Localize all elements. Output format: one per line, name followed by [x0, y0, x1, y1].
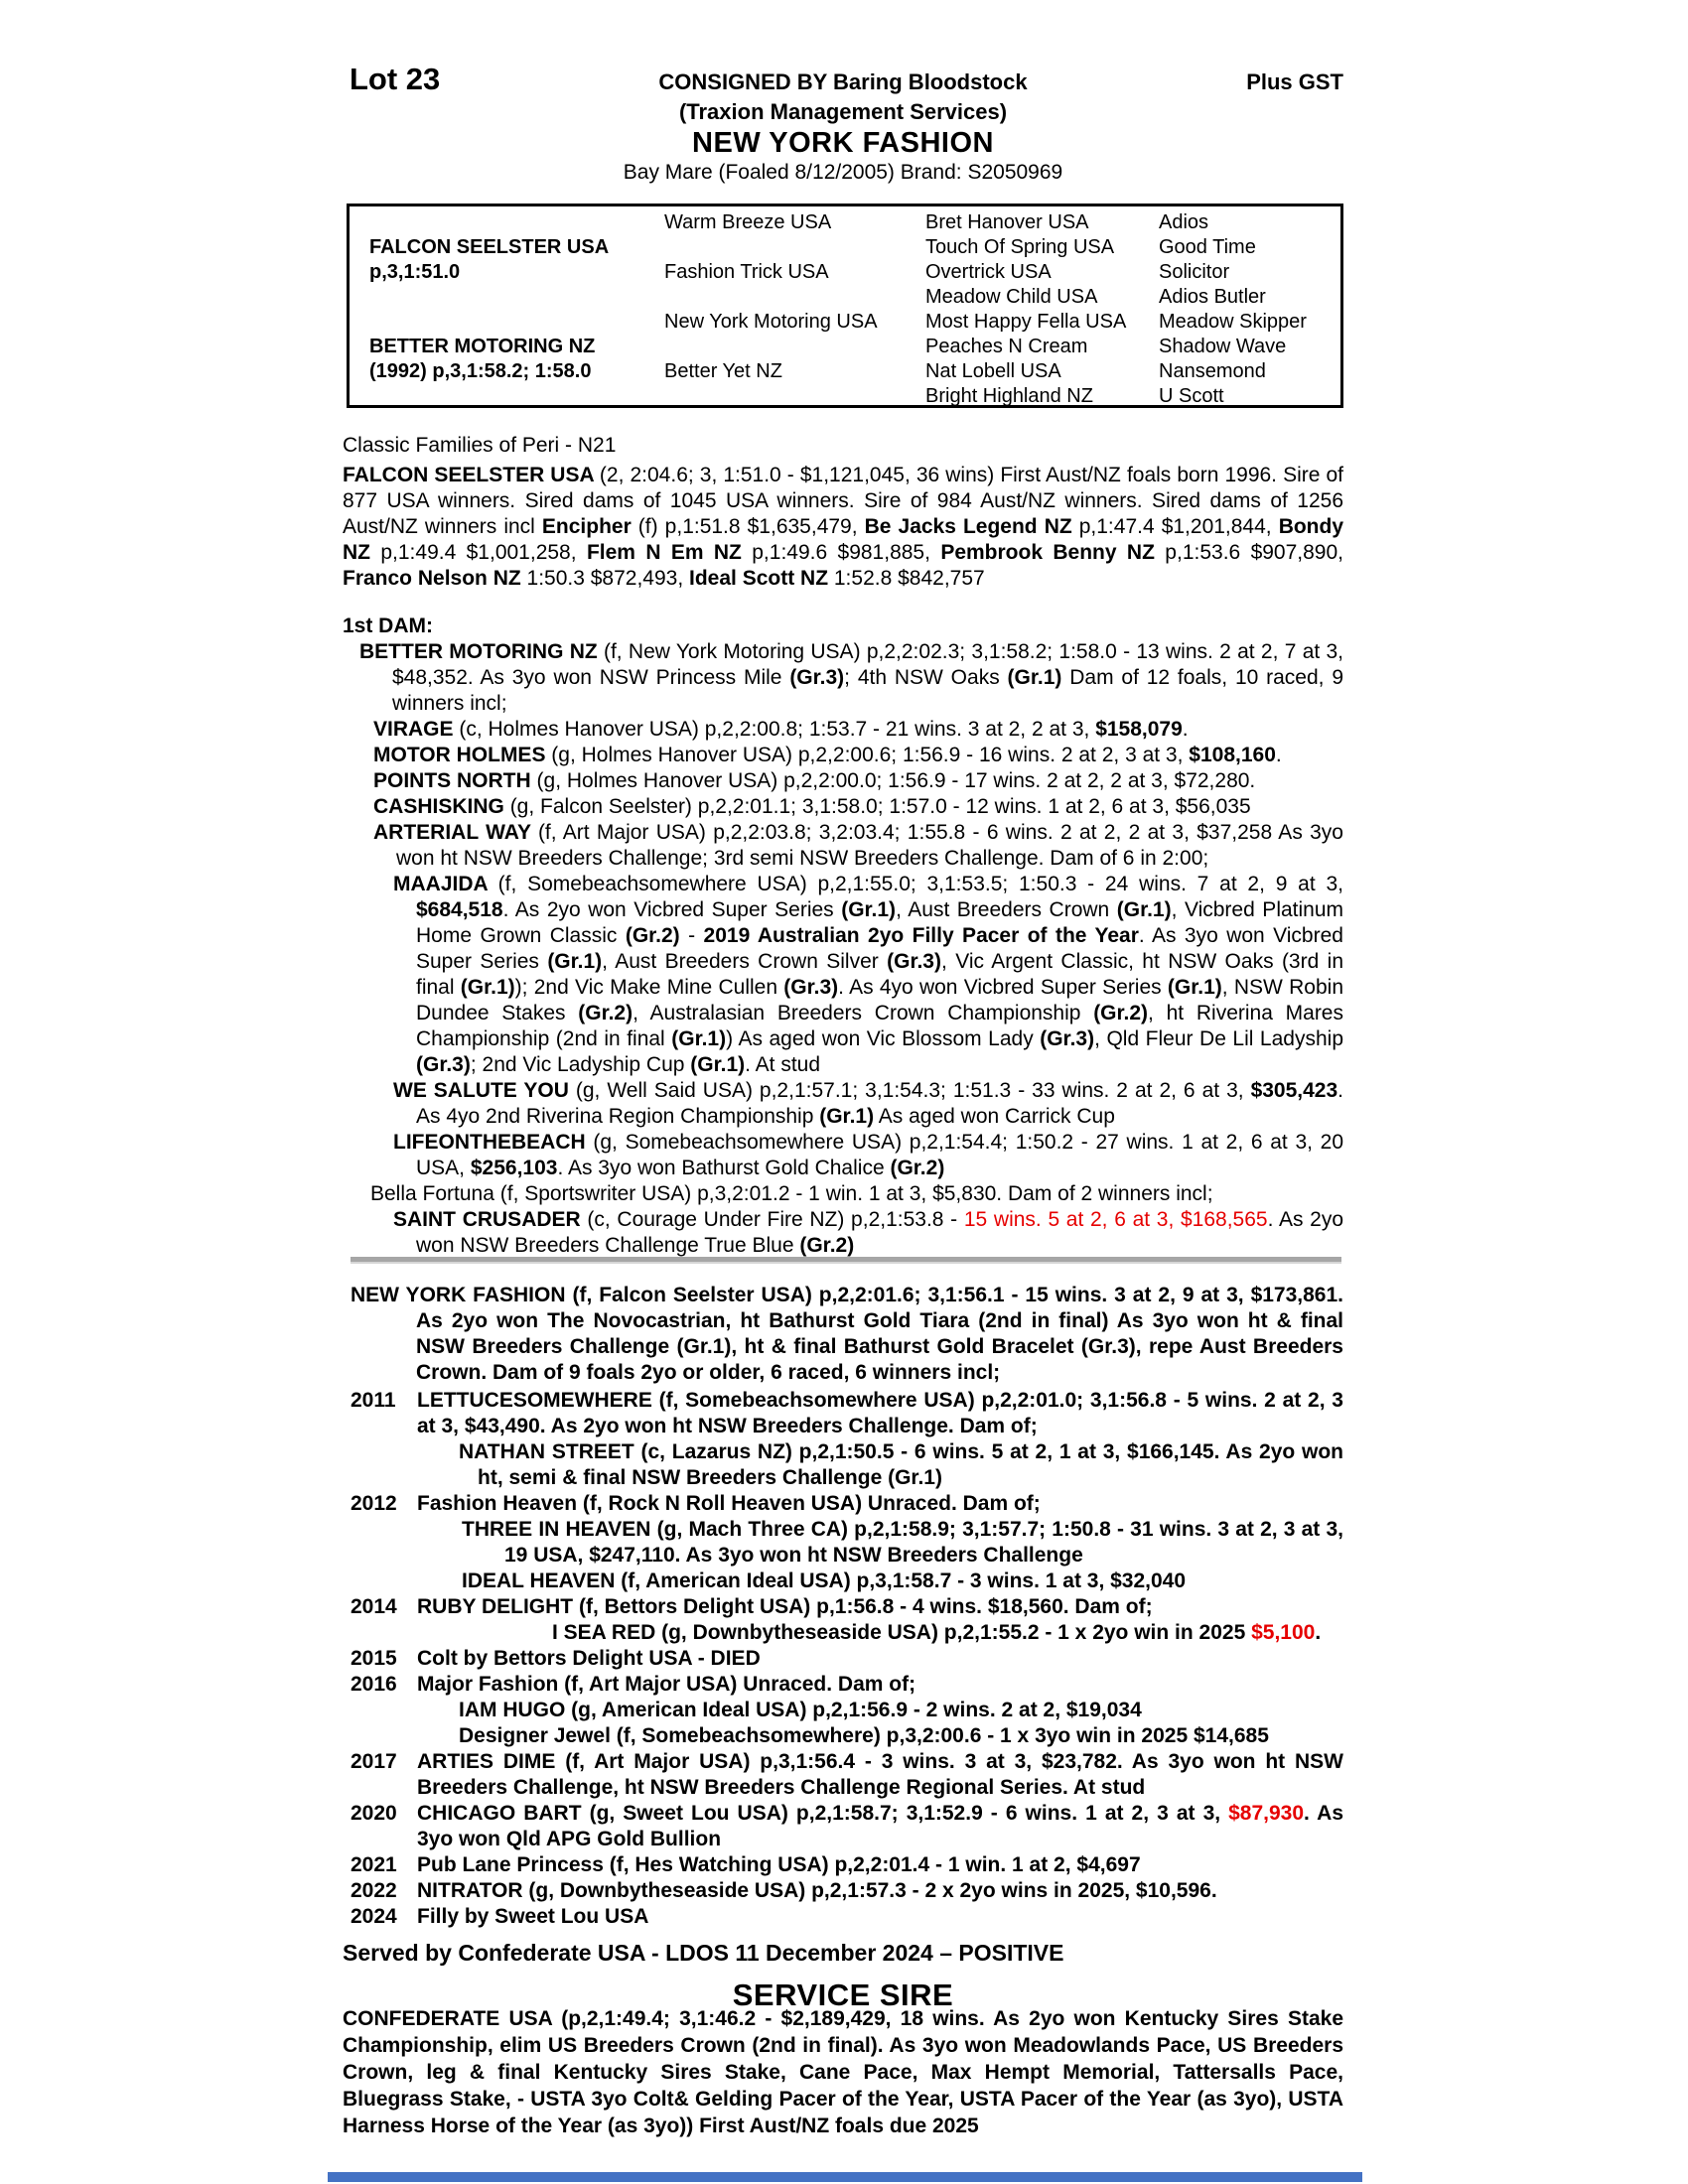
- dam-entry-maajida: MAAJIDA (f, Somebeachsomewhere USA) p,2,…: [393, 873, 1344, 1076]
- pedigree-cell: Bret Hanover USA: [925, 210, 1089, 233]
- progeny-entry-2017: 2017 ARTIES DIME (f, Art Major USA) p,3,1…: [351, 1750, 1343, 1799]
- horse-description: Bay Mare (Foaled 8/12/2005) Brand: S2050…: [623, 161, 1063, 184]
- pedigree-cell: Adios: [1159, 210, 1209, 233]
- pedigree-cell: Nat Lobell USA: [925, 359, 1061, 382]
- foal-year: 2011: [351, 1389, 396, 1412]
- foal-year: 2021: [351, 1853, 397, 1876]
- pedigree-cell: Fashion Trick USA: [664, 260, 829, 283]
- pedigree-cell: Good Time: [1159, 235, 1256, 258]
- dam-entry-bella-fortuna: Bella Fortuna (f, Sportswriter USA) p,3,…: [370, 1182, 1213, 1205]
- dam-entry-better-motoring: BETTER MOTORING NZ (f, New York Motoring…: [359, 640, 1344, 715]
- classic-families-line: Classic Families of Peri - N21: [343, 434, 617, 457]
- pedigree-cell: p,3,1:51.0: [369, 260, 461, 283]
- progeny-entry-2016: 2016 Major Fashion (f, Art Major USA) Unr…: [351, 1673, 916, 1696]
- progeny-sub-entry-ideal-heaven: IDEAL HEAVEN (f, American Ideal USA) p,3…: [462, 1570, 1187, 1592]
- dam-entry-saint-crusader: SAINT CRUSADER (c, Courage Under Fire NZ…: [393, 1208, 1343, 1257]
- progeny-entry-2012: 2012 Fashion Heaven (f, Rock N Roll Heave…: [351, 1492, 1041, 1515]
- foal-year: 2014: [351, 1595, 397, 1618]
- pedigree-cell: Adios Butler: [1159, 285, 1266, 308]
- pedigree-cell: Shadow Wave: [1159, 335, 1287, 357]
- pedigree-cell: Bright Highland NZ: [925, 384, 1093, 407]
- progeny-entry-2021: 2021 Pub Lane Princess (f, Hes Watching U…: [351, 1853, 1141, 1876]
- served-by-line: Served by Confederate USA - LDOS 11 Dece…: [343, 1940, 1064, 1966]
- dam-entry-virage: VIRAGE (c, Holmes Hanover USA) p,2,2:00.…: [373, 718, 1189, 741]
- dam-entry-arterial-way: ARTERIAL WAY (f, Art Major USA) p,2,2:03…: [373, 821, 1343, 870]
- pedigree-cell: U Scott: [1159, 384, 1224, 407]
- pedigree-cell: Meadow Child USA: [925, 285, 1098, 308]
- foal-year: 2016: [351, 1673, 397, 1696]
- first-dam-section: 1st DAM: BETTER MOTORING NZ (f, New York…: [343, 614, 1343, 1259]
- service-sire-heading: SERVICE SIRE: [732, 1978, 954, 2012]
- progeny-sub-entry-nathan-street: NATHAN STREET (c, Lazarus NZ) p,2,1:50.5…: [459, 1440, 1343, 1489]
- pedigree-cell: Meadow Skipper: [1159, 310, 1307, 333]
- sire-summary-paragraph: FALCON SEELSTER USA (2, 2:04.6; 3, 1:51.…: [343, 464, 1344, 590]
- pedigree-cell: Nansemond: [1159, 359, 1266, 382]
- progeny-entry-2015: 2015 Colt by Bettors Delight USA - DIED: [351, 1647, 761, 1670]
- section-divider-rule: [351, 1257, 1341, 1264]
- foal-year: 2024: [351, 1905, 397, 1928]
- progeny-entry-2022: 2022 NITRATOR (g, Downbytheseaside USA) p…: [351, 1879, 1217, 1902]
- lot-number: Lot 23: [350, 62, 441, 96]
- pedigree-cell: Most Happy Fella USA: [925, 310, 1127, 333]
- agency-line: (Traxion Management Services): [678, 99, 1008, 124]
- pedigree-cell: Warm Breeze USA: [664, 210, 832, 233]
- dam-entry-lifeonthebeach: LIFEONTHEBEACH (g, Somebeachsomewhere US…: [393, 1131, 1344, 1179]
- pedigree-cell: New York Motoring USA: [664, 310, 878, 333]
- pedigree-cell: (1992) p,3,1:58.2; 1:58.0: [369, 359, 592, 382]
- progeny-sub-entry-iam-hugo: IAM HUGO (g, American Ideal USA) p,2,1:5…: [459, 1699, 1142, 1721]
- dam-entry-points-north: POINTS NORTH (g, Holmes Hanover USA) p,2…: [373, 769, 1256, 792]
- foal-year: 2020: [351, 1802, 397, 1825]
- progeny-sub-entry-designer-jewel: Designer Jewel (f, Somebeachsomewhere) p…: [459, 1724, 1269, 1747]
- pedigree-cell: Solicitor: [1159, 260, 1230, 283]
- foal-year: 2022: [351, 1879, 397, 1902]
- progeny-sub-entry-i-sea-red: I SEA RED (g, Downbytheseaside USA) p,2,…: [552, 1621, 1322, 1644]
- pedigree-cell: Touch Of Spring USA: [925, 235, 1115, 258]
- horse-name-title: NEW YORK FASHION: [692, 127, 994, 159]
- dam-entry-motor-holmes: MOTOR HOLMES (g, Holmes Hanover USA) p,2…: [373, 744, 1282, 766]
- dam-entry-cashisking: CASHISKING (g, Falcon Seelster) p,2,2:01…: [373, 795, 1251, 818]
- foal-year: 2015: [351, 1647, 397, 1670]
- foal-year: 2017: [351, 1750, 397, 1773]
- plus-gst-label: Plus GST: [1246, 69, 1343, 94]
- footer-bar: [328, 2172, 1362, 2182]
- foal-year: 2012: [351, 1492, 397, 1515]
- progeny-entry-2011: 2011 LETTUCESOMEWHERE (f, Somebeachsomewh…: [351, 1389, 1343, 1437]
- progeny-entry-2024: 2024 Filly by Sweet Lou USA: [351, 1905, 649, 1928]
- progeny-entry-2014: 2014 RUBY DELIGHT (f, Bettors Delight USA…: [351, 1595, 1153, 1618]
- pedigree-cell: Overtrick USA: [925, 260, 1052, 283]
- pedigree-cell: Better Yet NZ: [664, 359, 782, 382]
- dam-entry-we-salute-you: WE SALUTE YOU (g, Well Said USA) p,2,1:5…: [393, 1079, 1343, 1128]
- first-dam-label: 1st DAM:: [343, 614, 434, 637]
- pedigree-cell: Peaches N Cream: [925, 335, 1088, 357]
- service-sire-record-paragraph: CONFEDERATE USA (p,2,1:49.4; 3,1:46.2 - …: [343, 2007, 1343, 2137]
- pedigree-table: Warm Breeze USA Bret Hanover USA Adios FALC…: [347, 204, 1343, 408]
- progeny-entry-2020: 2020 CHICAGO BART (g, Sweet Lou USA) p,2,…: [351, 1802, 1343, 1850]
- pedigree-cell: FALCON SEELSTER USA: [369, 235, 610, 258]
- mare-record-paragraph: NEW YORK FASHION (f, Falcon Seelster USA…: [351, 1284, 1343, 1384]
- progeny-list: 2011 LETTUCESOMEWHERE (f, Somebeachsomewh…: [343, 1388, 1343, 1930]
- pedigree-cell: BETTER MOTORING NZ: [369, 335, 596, 357]
- consignor-line: CONSIGNED BY Baring Bloodstock: [658, 69, 1028, 94]
- progeny-sub-entry-three-in-heaven: THREE IN HEAVEN (g, Mach Three CA) p,2,1…: [462, 1518, 1343, 1567]
